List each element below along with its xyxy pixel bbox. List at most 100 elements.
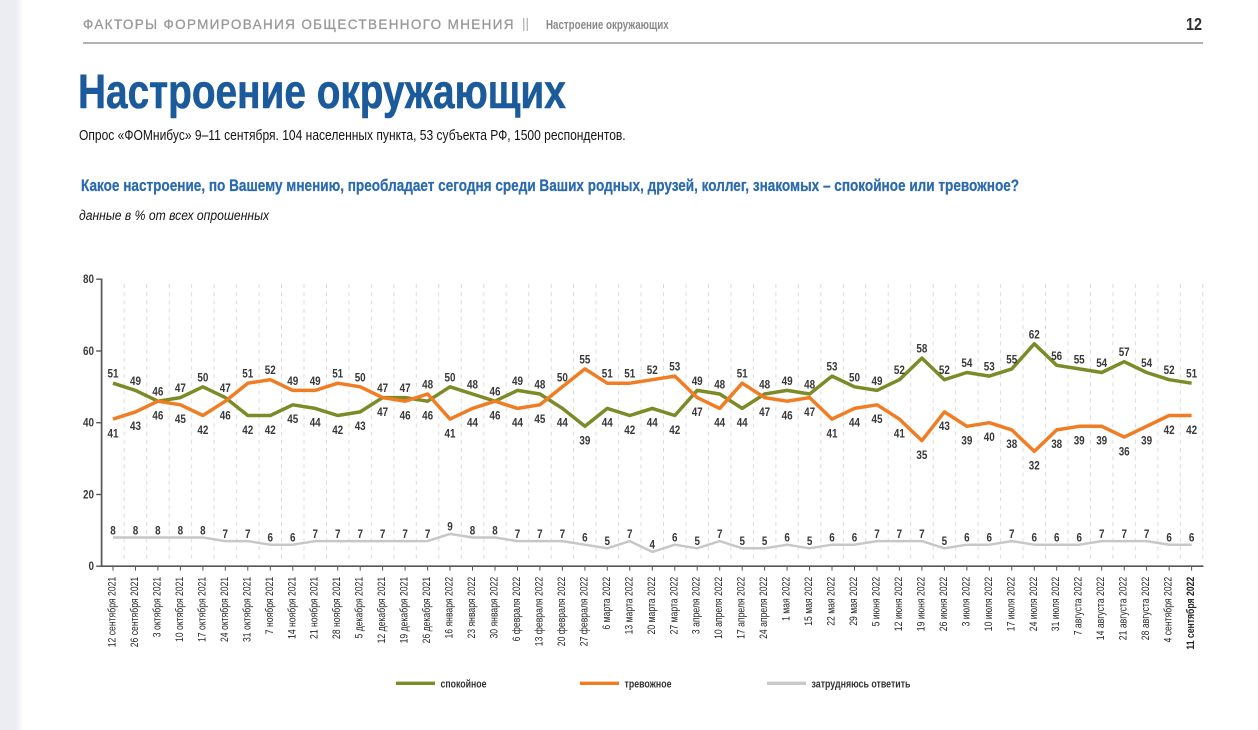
svg-text:56: 56: [1051, 349, 1062, 363]
svg-text:7: 7: [1009, 527, 1015, 541]
svg-text:16 января 2022: 16 января 2022: [444, 577, 456, 639]
svg-text:6: 6: [1054, 531, 1060, 545]
svg-text:51: 51: [1186, 367, 1197, 381]
svg-text:14 августа 2022: 14 августа 2022: [1095, 577, 1107, 640]
svg-text:49: 49: [310, 374, 321, 388]
svg-text:4 сентября 2022: 4 сентября 2022: [1163, 577, 1175, 643]
svg-text:50: 50: [849, 370, 860, 384]
svg-text:47: 47: [175, 381, 186, 395]
svg-text:35: 35: [916, 448, 927, 462]
svg-text:7: 7: [223, 527, 229, 541]
svg-text:44: 44: [849, 416, 860, 430]
svg-text:46: 46: [152, 409, 163, 423]
svg-text:42: 42: [1186, 423, 1197, 437]
svg-text:52: 52: [939, 363, 950, 377]
svg-text:19 декабря 2021: 19 декабря 2021: [399, 577, 411, 644]
svg-text:45: 45: [534, 412, 545, 426]
svg-text:6: 6: [1032, 531, 1038, 545]
svg-text:54: 54: [1141, 356, 1152, 370]
svg-text:20: 20: [83, 488, 94, 502]
svg-text:31 октября 2021: 31 октября 2021: [241, 577, 253, 642]
svg-text:45: 45: [175, 412, 186, 426]
svg-text:45: 45: [872, 412, 883, 426]
svg-text:затрудняюсь ответить: затрудняюсь ответить: [812, 678, 911, 690]
svg-text:46: 46: [152, 385, 163, 399]
svg-text:49: 49: [872, 374, 883, 388]
svg-text:6: 6: [1189, 531, 1195, 545]
svg-text:24 июля 2022: 24 июля 2022: [1028, 577, 1040, 631]
svg-text:27 марта 2022: 27 марта 2022: [668, 577, 680, 635]
svg-text:11 сентября 2022: 11 сентября 2022: [1185, 577, 1197, 650]
svg-text:39: 39: [961, 434, 972, 448]
svg-text:39: 39: [579, 434, 590, 448]
svg-text:6: 6: [290, 531, 296, 545]
svg-text:12 июня 2022: 12 июня 2022: [893, 577, 905, 631]
svg-text:21 ноября 2021: 21 ноября 2021: [309, 577, 321, 639]
svg-text:49: 49: [130, 374, 141, 388]
svg-text:3 октября 2021: 3 октября 2021: [151, 577, 163, 637]
svg-text:53: 53: [669, 360, 680, 374]
svg-text:30 января 2022: 30 января 2022: [489, 577, 501, 639]
svg-text:7: 7: [537, 527, 543, 541]
svg-text:39: 39: [1096, 434, 1107, 448]
svg-text:52: 52: [265, 363, 276, 377]
svg-text:49: 49: [692, 374, 703, 388]
svg-text:5 декабря 2021: 5 декабря 2021: [354, 577, 366, 639]
svg-text:8: 8: [110, 523, 116, 537]
svg-text:8: 8: [178, 523, 184, 537]
svg-text:48: 48: [714, 378, 725, 392]
svg-text:38: 38: [1006, 437, 1017, 451]
svg-text:52: 52: [647, 363, 658, 377]
svg-text:3 апреля 2022: 3 апреля 2022: [691, 577, 703, 634]
svg-text:7: 7: [425, 527, 431, 541]
svg-text:48: 48: [759, 378, 770, 392]
svg-text:14 ноября 2021: 14 ноября 2021: [286, 577, 298, 639]
svg-text:51: 51: [242, 367, 253, 381]
svg-text:7 ноября 2021: 7 ноября 2021: [264, 577, 276, 634]
svg-text:44: 44: [310, 416, 321, 430]
svg-text:43: 43: [355, 419, 366, 433]
svg-text:51: 51: [624, 367, 635, 381]
svg-text:3 июля 2022: 3 июля 2022: [960, 577, 972, 627]
svg-text:55: 55: [1074, 352, 1085, 366]
svg-text:24 октября 2021: 24 октября 2021: [219, 577, 231, 642]
svg-text:20 марта 2022: 20 марта 2022: [646, 577, 658, 635]
svg-text:53: 53: [984, 360, 995, 374]
svg-text:12 сентября 2021: 12 сентября 2021: [107, 577, 119, 648]
svg-text:31 июля 2022: 31 июля 2022: [1050, 577, 1062, 631]
svg-text:47: 47: [804, 405, 815, 419]
svg-text:7: 7: [560, 527, 566, 541]
svg-text:44: 44: [557, 416, 568, 430]
svg-text:7: 7: [1144, 527, 1150, 541]
svg-text:44: 44: [467, 416, 478, 430]
svg-text:6 марта 2022: 6 марта 2022: [601, 577, 613, 630]
svg-text:41: 41: [827, 426, 838, 440]
svg-text:32: 32: [1029, 459, 1040, 473]
svg-text:44: 44: [512, 416, 523, 430]
svg-text:45: 45: [287, 412, 298, 426]
svg-text:6: 6: [1166, 531, 1172, 545]
svg-text:52: 52: [894, 363, 905, 377]
svg-text:7: 7: [919, 527, 925, 541]
svg-text:7: 7: [402, 527, 408, 541]
svg-text:38: 38: [1051, 437, 1062, 451]
svg-text:50: 50: [445, 370, 456, 384]
svg-text:42: 42: [197, 423, 208, 437]
svg-text:17 апреля 2022: 17 апреля 2022: [736, 577, 748, 639]
svg-text:42: 42: [332, 423, 343, 437]
svg-text:51: 51: [602, 367, 613, 381]
svg-text:23 января 2022: 23 января 2022: [466, 577, 478, 639]
svg-text:10 апреля 2022: 10 апреля 2022: [713, 577, 725, 639]
svg-text:49: 49: [287, 374, 298, 388]
svg-text:5: 5: [605, 534, 611, 548]
svg-text:44: 44: [602, 416, 613, 430]
svg-text:55: 55: [1006, 352, 1017, 366]
svg-text:42: 42: [624, 423, 635, 437]
svg-text:46: 46: [400, 409, 411, 423]
svg-text:60: 60: [83, 344, 94, 358]
svg-text:51: 51: [737, 367, 748, 381]
svg-text:7: 7: [717, 527, 723, 541]
svg-text:55: 55: [579, 352, 590, 366]
svg-text:спокойное: спокойное: [441, 678, 487, 690]
svg-text:62: 62: [1029, 327, 1040, 341]
